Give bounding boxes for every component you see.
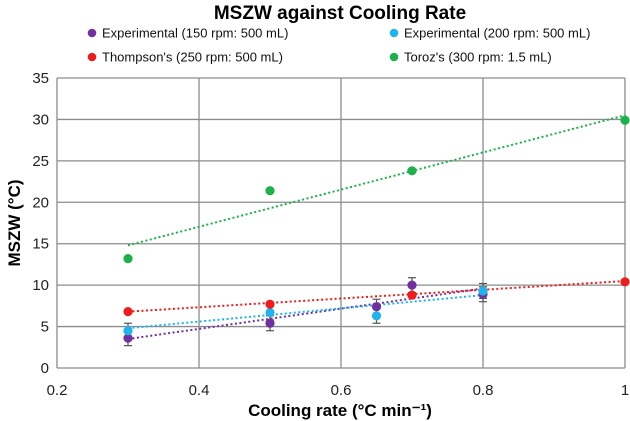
data-point <box>265 299 275 309</box>
data-point <box>478 286 488 296</box>
legend-label: Thompson's (250 rpm: 500 mL) <box>102 50 283 65</box>
y-tick-labels: 0 5 10 15 20 25 30 35 <box>32 70 49 377</box>
y-tick-label: 10 <box>32 277 49 294</box>
x-tick-label: 0.6 <box>331 382 352 399</box>
data-points <box>123 115 630 343</box>
y-tick-label: 5 <box>41 319 49 336</box>
x-tick-label: 0.4 <box>189 382 210 399</box>
data-point <box>265 318 275 328</box>
data-point <box>620 115 630 125</box>
y-tick-label: 0 <box>41 360 49 377</box>
y-tick-label: 25 <box>32 153 49 170</box>
legend-marker <box>389 52 399 62</box>
y-axis-title: MSZW (°C) <box>5 179 24 266</box>
data-point <box>620 277 630 287</box>
trendlines <box>127 114 626 340</box>
legend: Experimental (150 rpm: 500 mL) Experiment… <box>87 26 590 65</box>
trendline <box>127 114 626 247</box>
data-point <box>371 302 382 312</box>
data-point <box>123 333 133 343</box>
data-point <box>123 307 133 317</box>
legend-marker <box>87 28 97 38</box>
x-tick-label: 0.2 <box>47 382 68 399</box>
legend-marker <box>87 52 97 62</box>
data-point <box>371 311 382 321</box>
data-point <box>407 166 417 176</box>
x-tick-label: 1 <box>621 382 629 399</box>
data-point <box>407 280 417 290</box>
data-point <box>265 307 275 318</box>
x-tick-label: 0.8 <box>473 382 494 399</box>
data-point <box>123 326 133 336</box>
trendline <box>127 294 484 330</box>
x-tick-labels: 0.2 0.4 0.6 0.8 1 <box>47 382 630 399</box>
x-axis-title: Cooling rate (°C min⁻¹) <box>248 401 432 420</box>
y-tick-label: 20 <box>32 194 49 211</box>
legend-label: Experimental (200 rpm: 500 mL) <box>404 26 590 41</box>
y-tick-label: 35 <box>32 70 49 87</box>
y-tick-label: 30 <box>32 111 49 128</box>
data-point <box>123 254 133 264</box>
data-point <box>265 186 275 196</box>
legend-label: Experimental (150 rpm: 500 mL) <box>102 26 288 41</box>
legend-label: Toroz's (300 rpm: 1.5 mL) <box>404 50 552 65</box>
trendline <box>127 287 484 340</box>
y-tick-label: 15 <box>32 236 49 253</box>
gridlines <box>56 77 626 369</box>
data-point <box>407 290 417 300</box>
trendline <box>127 280 626 313</box>
legend-marker <box>389 28 399 38</box>
chart-title: MSZW against Cooling Rate <box>214 3 466 24</box>
